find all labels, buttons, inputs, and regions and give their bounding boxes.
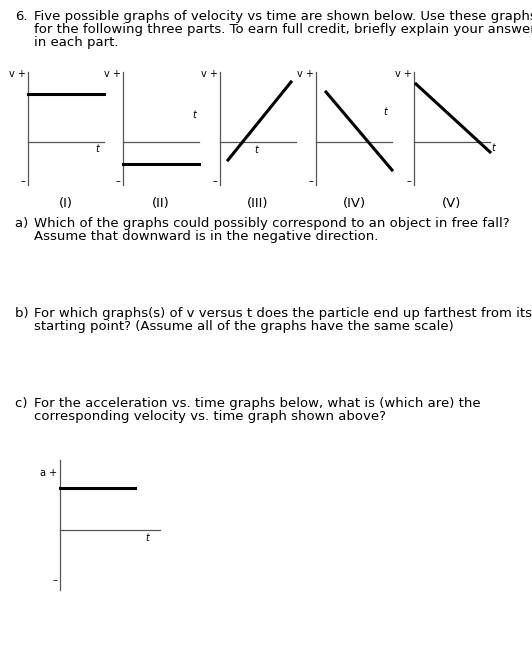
Text: (I): (I) [59, 197, 73, 210]
Text: (IV): (IV) [343, 197, 365, 210]
Text: a): a) [15, 217, 32, 230]
Text: t: t [145, 533, 149, 543]
Text: corresponding velocity vs. time graph shown above?: corresponding velocity vs. time graph sh… [34, 410, 386, 423]
Text: c): c) [15, 397, 32, 410]
Text: v +: v + [201, 69, 218, 79]
Text: v +: v + [297, 69, 314, 79]
Text: in each part.: in each part. [34, 36, 119, 49]
Text: (III): (III) [247, 197, 269, 210]
Text: starting point? (Assume all of the graphs have the same scale): starting point? (Assume all of the graph… [34, 320, 454, 333]
Text: Assume that downward is in the negative direction.: Assume that downward is in the negative … [34, 230, 378, 243]
Text: For which graphs(s) of v versus t does the particle end up farthest from its: For which graphs(s) of v versus t does t… [34, 307, 532, 320]
Text: b): b) [15, 307, 33, 320]
Text: v +: v + [104, 69, 121, 79]
Text: v +: v + [395, 69, 412, 79]
Text: –: – [308, 176, 313, 186]
Text: t: t [254, 145, 258, 155]
Text: t: t [491, 143, 495, 153]
Text: a +: a + [40, 468, 57, 478]
Text: t: t [192, 110, 196, 120]
Text: –: – [115, 176, 120, 186]
Text: (V): (V) [442, 197, 462, 210]
Text: v +: v + [9, 69, 26, 79]
Text: (II): (II) [152, 197, 170, 210]
Text: –: – [52, 575, 57, 585]
Text: –: – [406, 176, 411, 186]
Text: –: – [212, 176, 217, 186]
Text: t: t [383, 107, 387, 117]
Text: –: – [20, 176, 25, 186]
Text: for the following three parts. To earn full credit, briefly explain your answer: for the following three parts. To earn f… [34, 23, 532, 36]
Text: Which of the graphs could possibly correspond to an object in free fall?: Which of the graphs could possibly corre… [34, 217, 510, 230]
Text: t: t [95, 144, 99, 154]
Text: For the acceleration vs. time graphs below, what is (which are) the: For the acceleration vs. time graphs bel… [34, 397, 480, 410]
Text: 6.: 6. [15, 10, 28, 23]
Text: Five possible graphs of velocity vs time are shown below. Use these graphs: Five possible graphs of velocity vs time… [34, 10, 532, 23]
